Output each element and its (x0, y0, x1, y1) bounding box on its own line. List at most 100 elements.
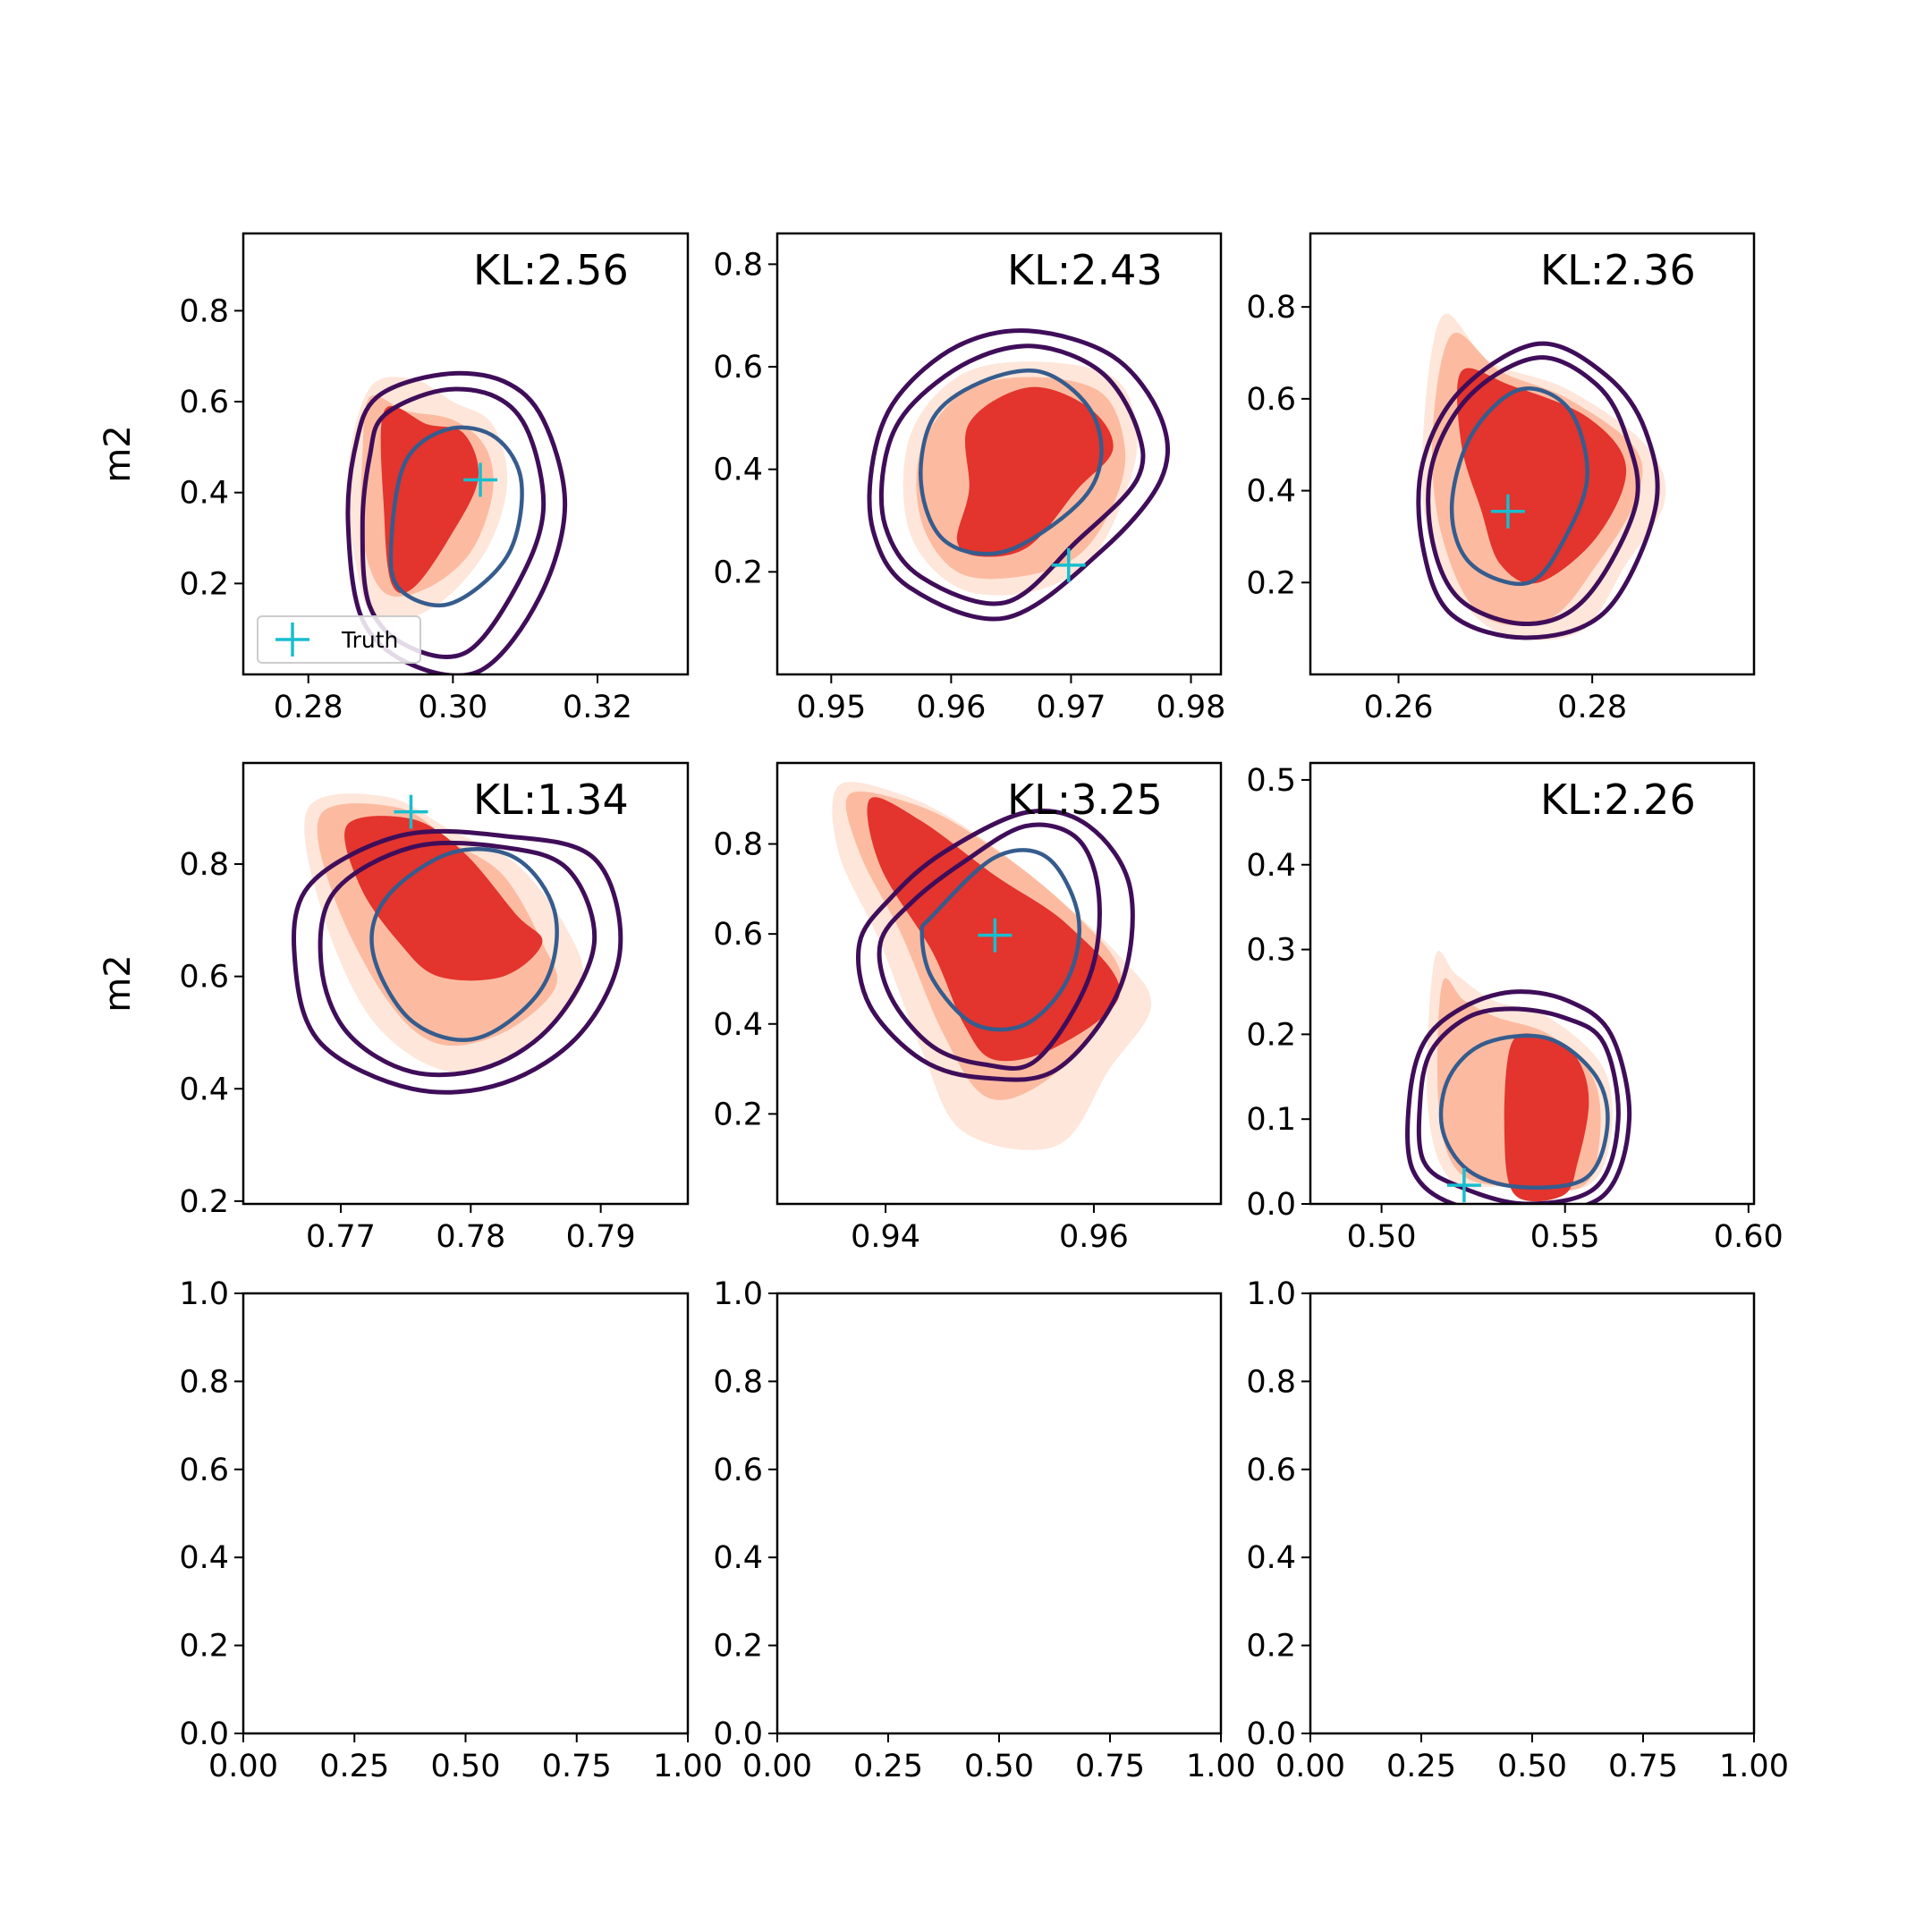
axes-frame (775, 232, 1223, 676)
y-tick-label: 1.0 (713, 1276, 763, 1312)
subplot-grid: 0.28 0.30 0.32 0.2 0.4 0.6 0.8 m2 KL:2.56 Truth 0.… (97, 232, 1789, 1784)
x-tick-label: 0.60 (1714, 1219, 1784, 1255)
y-tick-label: 0.2 (713, 1097, 763, 1132)
kl-annotation: KL:2.26 (1540, 775, 1696, 824)
x-tick-label: 0.98 (1157, 690, 1226, 725)
subplot-1: 0.28 0.30 0.32 0.2 0.4 0.6 0.8 m2 KL:2.56 Truth (97, 232, 690, 725)
contour-line-outer (292, 828, 623, 1095)
subplot-6: 0.50 0.55 0.60 0.0 0.1 0.2 0.3 0.4 0.5 KL:2.26 (1246, 761, 1784, 1255)
x-tick-label: 0.50 (431, 1749, 501, 1784)
x-tick-label: 0.78 (436, 1219, 505, 1255)
x-tick-label: 0.50 (1347, 1219, 1417, 1255)
y-tick-label: 0.4 (713, 1007, 763, 1043)
x-tick-label: 0.79 (566, 1219, 636, 1255)
kl-annotation: KL:3.25 (1007, 775, 1163, 824)
subplot-2: 0.95 0.96 0.97 0.98 0.2 0.4 0.6 0.8 KL:2.43 (713, 232, 1226, 725)
y-tick-label: 0.0 (179, 1716, 229, 1752)
contour-line-inner (919, 369, 1104, 556)
axes-frame (775, 761, 1223, 1206)
y-tick-label: 0.2 (1246, 1629, 1296, 1665)
y-tick-label: 1.0 (179, 1276, 229, 1312)
y-tick-label: 0.2 (179, 1184, 229, 1220)
y-tick-label: 0.2 (713, 1629, 763, 1665)
legend-truth-marker (275, 623, 309, 657)
density-fill-inner (1504, 1033, 1589, 1202)
truth-marker (1490, 494, 1525, 529)
contour-line-outer (1405, 989, 1632, 1204)
y-tick-label: 0.6 (179, 385, 229, 420)
axes-frame (1309, 232, 1756, 676)
y-tick-label: 0.6 (1246, 382, 1296, 418)
kl-annotation: KL:2.43 (1007, 246, 1163, 294)
y-tick-label: 0.2 (179, 1629, 229, 1665)
y-tick-label: 0.6 (179, 960, 229, 996)
density-fill-inner (344, 816, 543, 981)
y-tick-label: 0.0 (713, 1716, 763, 1752)
x-tick-label: 0.75 (1608, 1749, 1678, 1784)
x-tick-label: 0.30 (418, 690, 487, 725)
kl-annotation: KL:2.36 (1540, 246, 1696, 294)
contour-line-outer (877, 822, 1102, 1072)
density-fill-inner (1456, 368, 1627, 584)
truth-marker (1051, 547, 1086, 582)
x-tick-label: 0.28 (274, 690, 343, 725)
y-tick-label: 0.8 (179, 293, 229, 329)
x-tick-label: 0.25 (1386, 1749, 1456, 1784)
plot-area (292, 793, 623, 1095)
x-tick-label: 0.95 (796, 690, 866, 725)
axes-frame (1309, 761, 1756, 1206)
kl-annotation: KL:2.56 (473, 246, 629, 294)
contour-line-outer (1416, 341, 1660, 640)
y-tick-label: 0.2 (179, 566, 229, 602)
truth-marker (394, 794, 428, 829)
y-tick-label: 0.8 (1246, 1364, 1296, 1400)
x-tick-label: 0.32 (563, 690, 632, 725)
x-tick-label: 0.97 (1036, 690, 1106, 725)
y-tick-label: 0.8 (713, 1364, 763, 1400)
y-tick-label: 0.4 (1246, 848, 1296, 884)
x-tick-label: 0.50 (964, 1749, 1034, 1784)
x-tick-label: 0.96 (916, 690, 986, 725)
contour-line-inner (919, 848, 1081, 1032)
y-tick-label: 0.2 (713, 555, 763, 590)
y-tick-label: 0.4 (1246, 1540, 1296, 1576)
plot-area (832, 782, 1152, 1150)
x-tick-label: 0.55 (1530, 1219, 1600, 1255)
legend: Truth (257, 615, 421, 664)
y-tick-label: 0.6 (179, 1453, 229, 1488)
y-tick-label: 0.6 (713, 1453, 763, 1488)
contour-line-inner (388, 425, 524, 608)
y-tick-label: 0.8 (1246, 290, 1296, 326)
contour-line-inner (369, 847, 559, 1042)
x-tick-label: 0.26 (1364, 690, 1434, 725)
x-tick-label: 0.75 (542, 1749, 612, 1784)
y-tick-label: 0.4 (1246, 474, 1296, 510)
y-tick-label: 0.6 (713, 917, 763, 953)
x-tick-label: 0.50 (1497, 1749, 1567, 1784)
x-tick-label: 0.00 (208, 1749, 278, 1784)
kl-annotation: KL:1.34 (473, 775, 629, 824)
axes-frame (242, 761, 690, 1206)
y-tick-label: 0.4 (179, 476, 229, 512)
y-axis-label: m2 (97, 954, 139, 1012)
x-tick-label: 0.00 (742, 1749, 812, 1784)
plot-area (1405, 950, 1632, 1204)
y-tick-label: 0.5 (1246, 763, 1296, 799)
contour-line-inner (1449, 386, 1589, 586)
x-tick-label: 0.75 (1075, 1749, 1145, 1784)
y-tick-label: 0.0 (1246, 1187, 1296, 1223)
plot-area (1416, 313, 1666, 640)
y-tick-label: 0.8 (713, 247, 763, 283)
x-tick-label: 1.00 (1719, 1749, 1789, 1784)
truth-marker (978, 918, 1013, 953)
y-tick-label: 0.4 (179, 1072, 229, 1107)
x-tick-label: 1.00 (1186, 1749, 1256, 1784)
x-tick-label: 0.00 (1275, 1749, 1345, 1784)
contour-line-outer (318, 840, 597, 1078)
truth-marker (463, 462, 498, 497)
y-tick-label: 0.4 (713, 1540, 763, 1576)
y-tick-label: 1.0 (1246, 1276, 1296, 1312)
contour-line-outer (867, 328, 1170, 622)
y-tick-label: 0.4 (713, 453, 763, 488)
